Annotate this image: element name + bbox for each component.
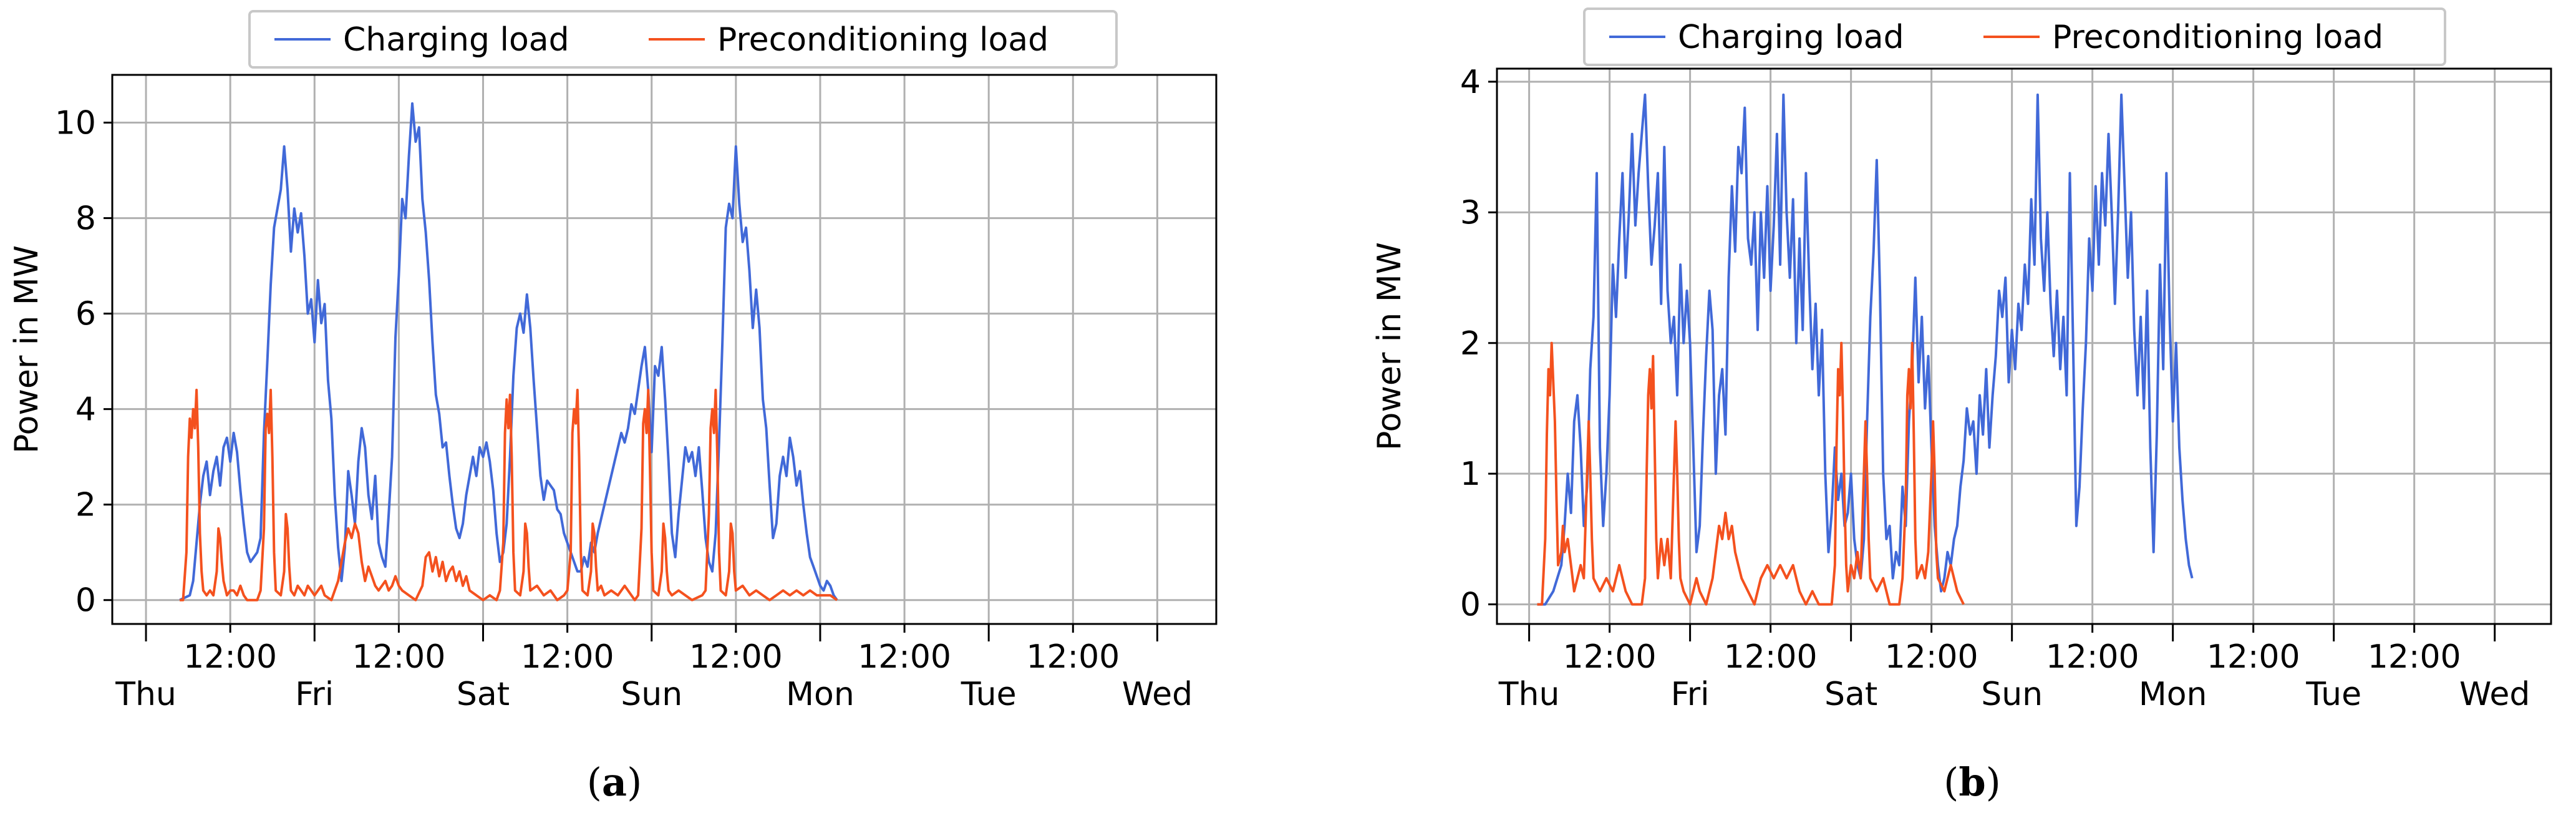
x-time-label-a-5: 12:00 (1026, 638, 1120, 676)
y-tick-label-b-4: 4 (1460, 64, 1481, 101)
y-tick-label-b-0: 0 (1460, 587, 1481, 624)
x-time-label-b-0: 12:00 (1563, 638, 1657, 676)
y-tick-label-a-1: 2 (75, 487, 96, 524)
y-tick-label-b-1: 1 (1460, 455, 1481, 493)
preconditioning-load-line-a (180, 389, 838, 601)
y-tick-label-a-0: 0 (75, 582, 96, 620)
y-tick-label-a-4: 8 (75, 200, 96, 238)
x-day-label-a-4: Mon (786, 676, 855, 713)
caption-a: (a) (587, 759, 642, 805)
x-time-label-a-2: 12:00 (521, 638, 614, 676)
legend-a: Charging load Preconditioning load (248, 10, 1118, 69)
x-time-label-a-1: 12:00 (352, 638, 445, 676)
x-time-label-a-0: 12:00 (183, 638, 277, 676)
y-axis-label-b: Power in MW (1371, 242, 1408, 450)
x-day-label-b-1: Fri (1671, 676, 1710, 713)
x-day-label-b-3: Sun (1981, 676, 2043, 713)
x-day-label-b-0: Thu (1498, 676, 1560, 713)
legend-label-charging-b: Charging load (1678, 19, 1904, 56)
legend-label-preconditioning-a: Preconditioning load (717, 21, 1048, 59)
x-time-label-b-2: 12:00 (1885, 638, 1978, 676)
y-tick-label-b-2: 2 (1460, 325, 1481, 363)
x-time-label-a-3: 12:00 (689, 638, 783, 676)
x-day-label-a-2: Sat (457, 676, 510, 713)
x-time-label-b-5: 12:00 (2368, 638, 2461, 676)
x-day-label-a-3: Sun (621, 676, 682, 713)
x-day-label-a-5: Tue (961, 676, 1017, 713)
y-tick-label-a-2: 4 (75, 391, 96, 429)
x-time-label-a-4: 12:00 (858, 638, 951, 676)
y-tick-label-b-3: 3 (1460, 194, 1481, 231)
x-day-label-a-6: Wed (1122, 676, 1193, 713)
x-day-label-a-0: Thu (115, 676, 177, 713)
series-b (1537, 93, 2194, 606)
x-day-label-b-4: Mon (2139, 676, 2207, 713)
plot-frame-b (1496, 67, 2552, 625)
legend-b: Charging load Preconditioning load (1583, 7, 2446, 66)
y-tick-label-a-3: 6 (75, 296, 96, 333)
x-time-label-b-1: 12:00 (1724, 638, 1818, 676)
y-axis-label-a: Power in MW (8, 245, 46, 454)
x-day-label-b-6: Wed (2459, 676, 2530, 713)
grid-b (1497, 69, 2551, 624)
x-day-label-b-5: Tue (2305, 676, 2361, 713)
x-time-label-b-4: 12:00 (2207, 638, 2300, 676)
x-day-label-b-2: Sat (1824, 676, 1877, 713)
preconditioning-load-line-b (1537, 341, 1965, 606)
caption-b: (b) (1944, 759, 2001, 805)
charging-load-line-a (179, 102, 838, 601)
legend-label-preconditioning-b: Preconditioning load (2052, 19, 2383, 56)
x-day-label-a-1: Fri (295, 676, 334, 713)
plot-frame-a (111, 74, 1218, 625)
x-time-label-b-3: 12:00 (2046, 638, 2139, 676)
y-tick-label-a-5: 10 (55, 105, 96, 142)
charging-load-line-b (1537, 93, 2194, 606)
series-a (179, 102, 838, 601)
caption-b-letter: b (1959, 759, 1985, 805)
legend-label-charging-a: Charging load (343, 21, 569, 59)
caption-a-letter: a (602, 759, 627, 805)
